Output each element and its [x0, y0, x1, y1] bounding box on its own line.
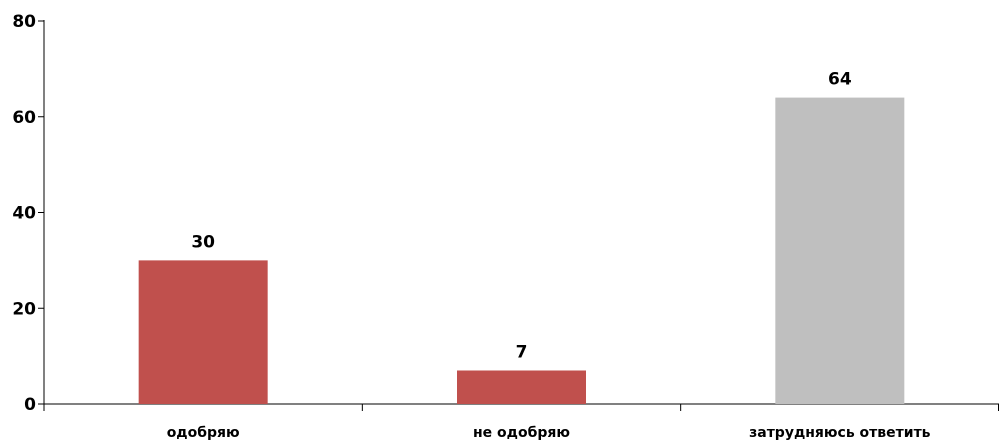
y-tick-label: 0 — [24, 395, 36, 415]
data-label: 64 — [828, 70, 852, 90]
y-tick-label: 80 — [12, 12, 36, 32]
category-label: не одобряю — [473, 425, 570, 441]
x-axis: одобряю не одобряю затрудняюсь ответить — [43, 403, 999, 441]
y-tick-label: 40 — [12, 204, 36, 224]
data-label: 7 — [516, 342, 528, 362]
bar — [775, 97, 905, 404]
y-axis: 0 20 40 60 80 — [12, 12, 45, 415]
bar — [457, 370, 586, 404]
category-label: одобряю — [167, 425, 240, 441]
y-tick-label: 20 — [12, 299, 36, 319]
y-tick-label: 60 — [12, 108, 36, 128]
data-label: 30 — [191, 232, 215, 252]
category-label: затрудняюсь ответить — [749, 425, 931, 441]
data-labels: 30 7 64 — [191, 70, 851, 363]
bar — [138, 260, 268, 404]
bars — [138, 97, 905, 404]
